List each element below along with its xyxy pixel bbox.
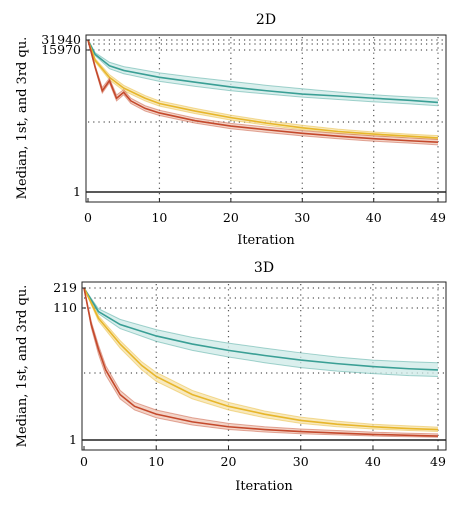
grid-lines [88, 37, 444, 200]
series-0 [87, 39, 439, 107]
series-median-line [83, 287, 439, 431]
y-tick-label: 31940 [41, 32, 81, 47]
x-tick-label: 0 [80, 454, 88, 469]
series-0 [83, 287, 439, 378]
y-tick-label: 15970 [41, 42, 81, 57]
series-q3-line [83, 287, 439, 364]
x-tick-label: 30 [294, 210, 310, 225]
series-q3-line [87, 39, 439, 140]
series-q3-line [83, 287, 439, 428]
series-1 [87, 39, 439, 140]
y-axis-label: Median, 1st, and 3rd qu. [15, 285, 30, 448]
x-tick-label: 40 [366, 210, 382, 225]
series-median-line [83, 287, 439, 437]
series-q1-line [83, 287, 439, 438]
x-tick-label: 20 [221, 454, 237, 469]
y-tick-label: 1 [69, 432, 77, 447]
series-q1-line [87, 39, 439, 146]
chart-panel-3d [81, 281, 447, 451]
series-band [88, 40, 438, 145]
series-q1-line [87, 39, 439, 107]
plot-frame [85, 34, 447, 203]
chart-title: 3D [254, 260, 274, 276]
y-axis-label: Median, 1st, and 3rd qu. [15, 37, 30, 200]
series-median-line [87, 39, 439, 139]
series-q1-line [83, 287, 439, 378]
x-tick-label: 49 [430, 454, 446, 469]
y-tick-label: 1 [73, 184, 81, 199]
series-q1-line [83, 287, 439, 433]
series-q3-line [87, 39, 439, 99]
series-2 [87, 39, 439, 146]
x-tick-label: 40 [365, 454, 381, 469]
series-2 [83, 287, 439, 438]
y-tick-label: 110 [53, 300, 77, 315]
x-tick-label: 10 [151, 210, 167, 225]
x-tick-label: 49 [430, 210, 446, 225]
x-axis-label: Iteration [237, 233, 295, 248]
x-tick-label: 20 [223, 210, 239, 225]
chart-panel-2d [85, 34, 447, 203]
x-tick-label: 30 [293, 454, 309, 469]
series-median-line [87, 39, 439, 143]
series-band [88, 40, 438, 106]
x-tick-label: 0 [84, 210, 92, 225]
series-q1-line [87, 39, 439, 140]
series-q3-line [83, 287, 439, 435]
x-tick-label: 10 [148, 454, 164, 469]
series-q3-line [87, 39, 439, 137]
series-median-line [87, 39, 439, 104]
series-median-line [83, 287, 439, 371]
plot-frame [81, 281, 447, 451]
y-tick-label: 219 [53, 280, 77, 295]
chart-title: 2D [256, 12, 276, 28]
series-1 [83, 287, 439, 433]
x-axis-label: Iteration [235, 479, 293, 494]
